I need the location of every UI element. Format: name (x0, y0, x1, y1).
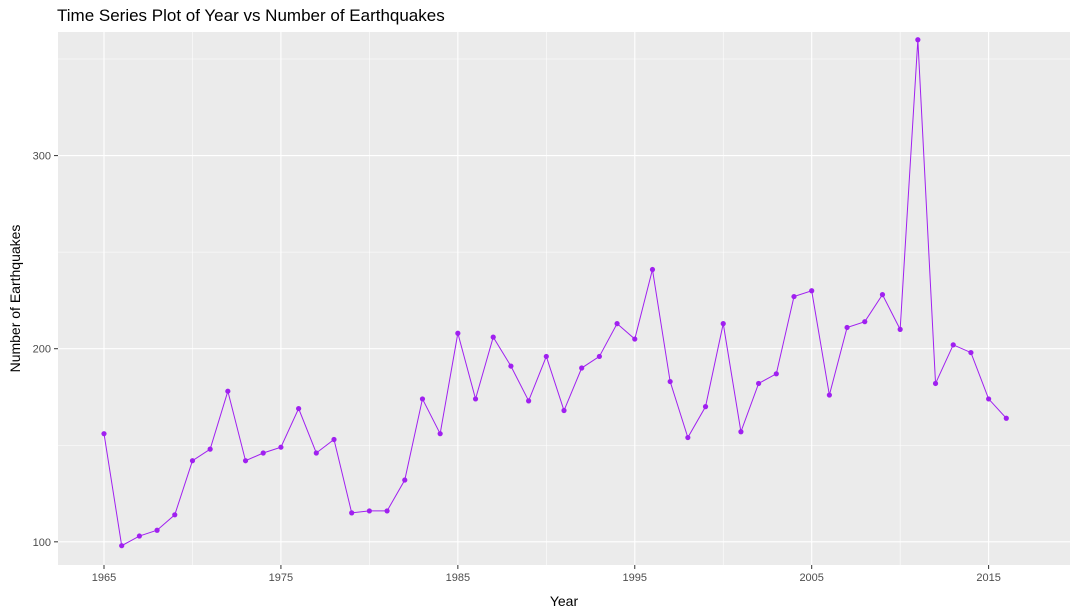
x-tick-label: 1995 (623, 572, 647, 584)
x-tick-label: 1965 (92, 572, 116, 584)
data-point (526, 398, 532, 404)
y-tick-label: 300 (33, 151, 51, 163)
series-line (103, 39, 1007, 547)
chart-title: Time Series Plot of Year vs Number of Ea… (57, 6, 445, 25)
data-point (773, 371, 779, 377)
data-point (207, 446, 213, 452)
data-point (189, 458, 196, 464)
y-axis-title: Number of Earthquakes (7, 225, 23, 373)
data-point (101, 431, 107, 437)
data-point (632, 336, 638, 342)
data-point (738, 429, 744, 435)
data-point (490, 334, 496, 340)
major-gridlines (58, 32, 1070, 565)
data-point (455, 330, 461, 336)
plot-panel (58, 32, 1070, 565)
data-point (685, 434, 691, 441)
x-tick-label: 1985 (446, 572, 470, 584)
data-point (225, 388, 231, 394)
data-point (136, 533, 142, 539)
data-point (968, 349, 974, 356)
data-point (915, 37, 921, 43)
data-point (508, 363, 514, 369)
data-point (579, 365, 585, 371)
data-point (702, 404, 709, 410)
data-point (986, 396, 992, 402)
data-point (667, 378, 673, 385)
data-point (809, 288, 815, 294)
data-point (844, 324, 850, 331)
data-point (826, 392, 832, 398)
data-point (384, 508, 390, 514)
data-point (614, 321, 620, 327)
x-tick-label: 2015 (976, 572, 1000, 584)
data-point (366, 508, 372, 514)
data-point (561, 407, 567, 414)
data-point (543, 353, 549, 360)
data-point (720, 321, 726, 327)
data-point (313, 450, 319, 456)
series-layer (101, 37, 1009, 549)
y-tick-label: 100 (33, 537, 51, 549)
data-point (296, 405, 302, 412)
data-point (472, 396, 479, 402)
data-point (791, 293, 797, 300)
data-point (349, 510, 355, 516)
data-point (419, 396, 426, 402)
data-point (950, 342, 956, 348)
x-tick-label: 1975 (269, 572, 293, 584)
data-point (879, 292, 886, 298)
data-point (119, 543, 125, 549)
axis-ticks (54, 155, 990, 569)
y-tick-labels: 100 200 300 (33, 151, 51, 549)
data-point (154, 527, 160, 533)
y-tick-label: 200 (33, 344, 51, 356)
data-point (260, 450, 266, 456)
data-point (756, 380, 762, 387)
x-tick-labels: 1965 1975 1985 1995 2005 2015 (92, 572, 1001, 584)
data-point (1003, 415, 1009, 421)
x-tick-label: 2005 (799, 572, 823, 584)
data-point (649, 266, 656, 273)
data-point (278, 444, 284, 450)
data-point (437, 431, 443, 437)
data-point (172, 512, 178, 518)
minor-gridlines (58, 32, 1070, 565)
data-point (596, 353, 602, 360)
data-point (402, 477, 408, 483)
data-point (331, 436, 337, 443)
x-axis-title: Year (550, 593, 579, 609)
data-point (897, 326, 903, 332)
data-point (932, 380, 939, 387)
data-point (242, 458, 249, 464)
data-point (862, 319, 868, 325)
